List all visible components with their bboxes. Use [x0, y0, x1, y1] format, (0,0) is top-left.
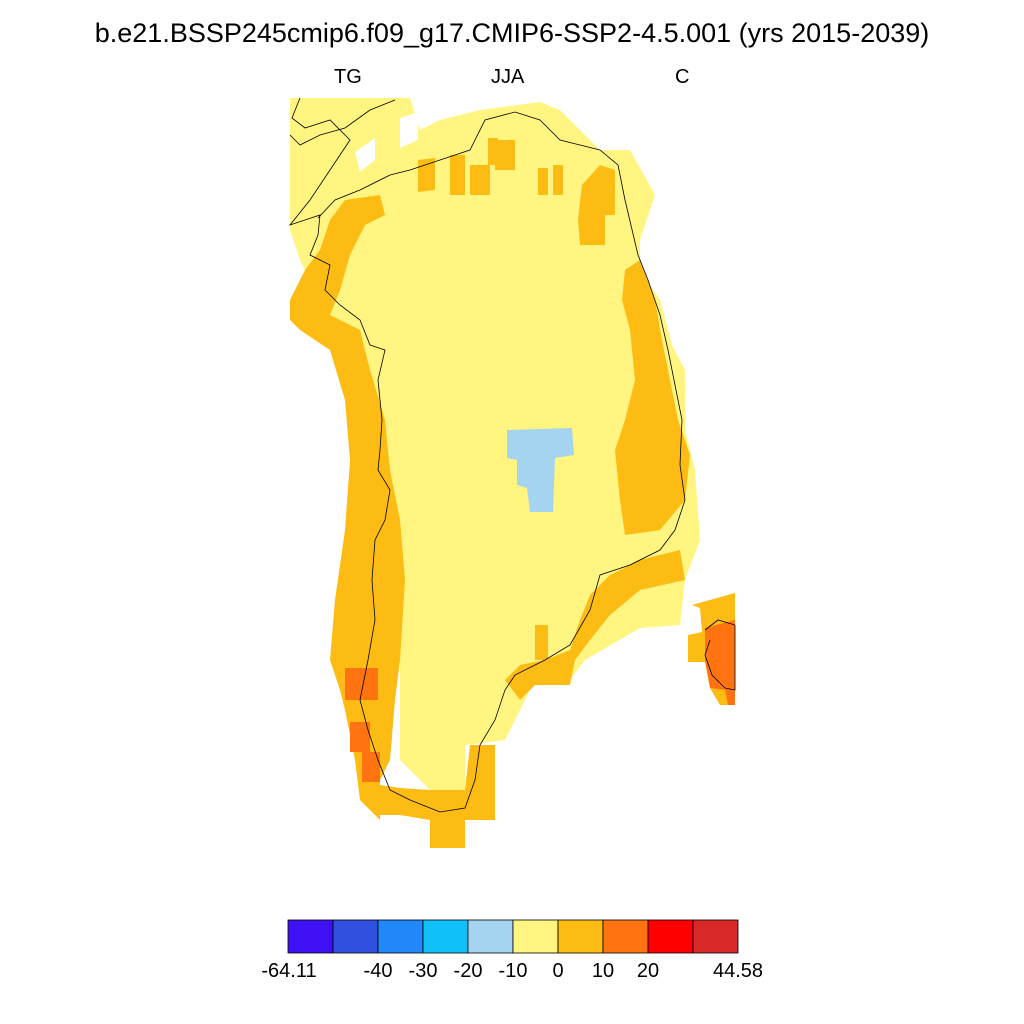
field-north-patch-2 — [450, 155, 465, 195]
colorbar-tick-label: -20 — [453, 960, 483, 982]
field-east-margin — [615, 260, 690, 535]
field-gap — [400, 112, 418, 148]
field-north-patch-5 — [538, 168, 548, 195]
field-gap — [355, 138, 375, 172]
field-north-patch-6 — [553, 165, 563, 195]
field-southeast-margin — [505, 550, 685, 700]
colorbar-swatch — [647, 919, 694, 954]
colorbar-swatch — [332, 919, 379, 954]
colorbar-swatch — [467, 919, 514, 954]
field-west-margin — [290, 195, 405, 820]
colorbar-swatch — [377, 919, 424, 954]
colorbar-swatch — [692, 919, 739, 954]
colorbar-tick-label: -10 — [498, 960, 528, 982]
colorbar-swatch — [512, 919, 559, 954]
field-summit-negative — [507, 428, 574, 512]
iceland-coastline — [704, 619, 736, 691]
colorbar-tick-label: 0 — [552, 960, 564, 982]
greenland-coastline — [288, 97, 686, 813]
field-northwest-strip — [290, 98, 380, 230]
field-north-patch-1 — [418, 158, 435, 192]
field-hot-patch-2 — [350, 722, 370, 752]
colorbar-swatch — [422, 919, 469, 954]
colorbar — [287, 919, 739, 954]
coastline-northwest — [289, 99, 396, 146]
colorbar-tick-label: 20 — [636, 960, 660, 982]
field-north-patch-4 — [495, 140, 515, 170]
colorbar-swatch — [287, 919, 334, 954]
colorbar-max-label: 44.58 — [712, 960, 764, 982]
colorbar-swatch — [602, 919, 649, 954]
field-south-tip — [380, 745, 495, 848]
field-north-patch-3 — [470, 165, 490, 195]
colorbar-tick-label: -30 — [408, 960, 438, 982]
units-label: C — [675, 66, 690, 88]
field-south-inner-patch — [535, 625, 548, 660]
variable-label: TG — [334, 66, 362, 88]
season-label: JJA — [491, 66, 525, 88]
colorbar-swatch — [557, 919, 604, 954]
colorbar-tick-label: 10 — [591, 960, 615, 982]
field-north-patch-7 — [488, 138, 498, 165]
field-hot-patch-3 — [362, 752, 380, 782]
field-northeast-patch — [578, 165, 615, 245]
field-hot-patch-1 — [345, 668, 378, 700]
figure-title: b.e21.BSSP245cmip6.f09_g17.CMIP6-SSP2-4.… — [94, 18, 930, 48]
colorbar-tick-label: -40 — [363, 960, 393, 982]
colorbar-min-label: -64.11 — [261, 960, 317, 982]
field-iceland-hot — [705, 620, 735, 705]
